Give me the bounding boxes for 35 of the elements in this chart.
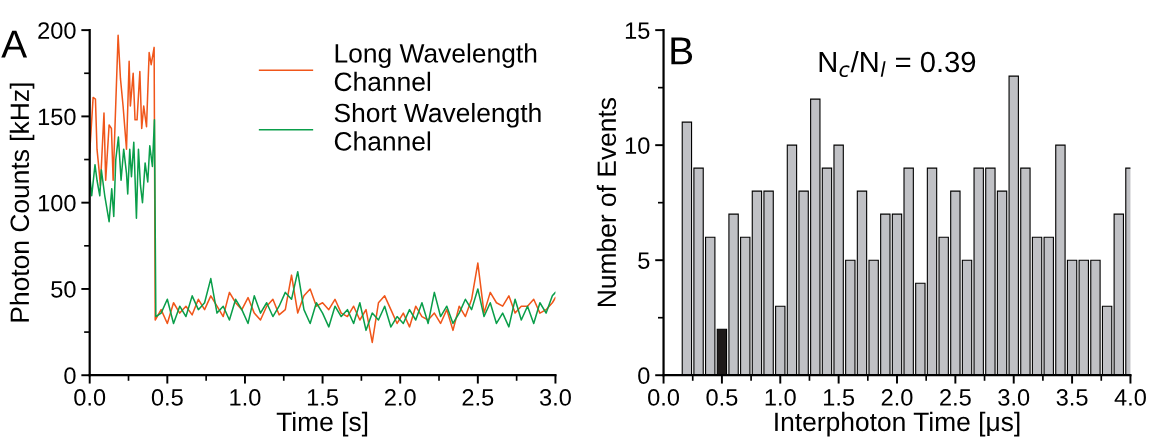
y-tick-label: 50 bbox=[51, 281, 76, 298]
x-tick-label: 4.0 bbox=[1114, 389, 1146, 406]
legend-label: Short Wavelength Channel bbox=[334, 102, 541, 151]
x-tick-label: 0.5 bbox=[706, 389, 738, 406]
x-axis-title: Interphoton Time [μs] bbox=[775, 411, 1020, 437]
y-tick-label: 0 bbox=[64, 367, 76, 385]
x-axis-title: Time [s] bbox=[276, 411, 368, 437]
y-tick-label: 15 bbox=[625, 22, 650, 39]
x-tick-label: 2.5 bbox=[462, 389, 494, 406]
x-tick-label: 2.0 bbox=[384, 389, 416, 406]
x-tick-label: 1.0 bbox=[230, 389, 261, 406]
x-tick-label: 3.0 bbox=[539, 389, 571, 406]
y-tick-label: 200 bbox=[38, 22, 76, 39]
x-tick-label: 0.5 bbox=[151, 389, 183, 406]
annotation: B bbox=[671, 37, 693, 65]
y-axis-title: Number of Events bbox=[596, 98, 617, 307]
y-tick-label: 10 bbox=[625, 137, 650, 154]
legend-label: Long Wavelength Channel bbox=[334, 43, 537, 92]
annotation: N$_{c}$/N$_{l}$ = 0.39 bbox=[819, 50, 976, 78]
x-tick-label: 3.0 bbox=[998, 389, 1030, 406]
x-tick-label: 1.5 bbox=[307, 389, 338, 406]
x-tick-label: 2.0 bbox=[881, 389, 913, 406]
x-tick-label: 0.0 bbox=[74, 389, 106, 406]
y-tick-label: 0 bbox=[638, 367, 650, 385]
y-tick-label: 5 bbox=[638, 252, 650, 269]
x-tick-label: 3.5 bbox=[1056, 389, 1088, 406]
y-tick-label: 150 bbox=[38, 108, 76, 126]
y-tick-label: 100 bbox=[38, 194, 76, 212]
x-tick-label: 2.5 bbox=[940, 389, 971, 406]
text: A bbox=[1, 30, 28, 58]
y-axis-title: Photon Counts [kHz] bbox=[9, 83, 35, 322]
line-series bbox=[89, 34, 556, 344]
x-tick-label: 1.0 bbox=[765, 389, 796, 406]
x-tick-label: 1.5 bbox=[824, 389, 855, 406]
x-tick-label: 0.0 bbox=[648, 389, 680, 406]
